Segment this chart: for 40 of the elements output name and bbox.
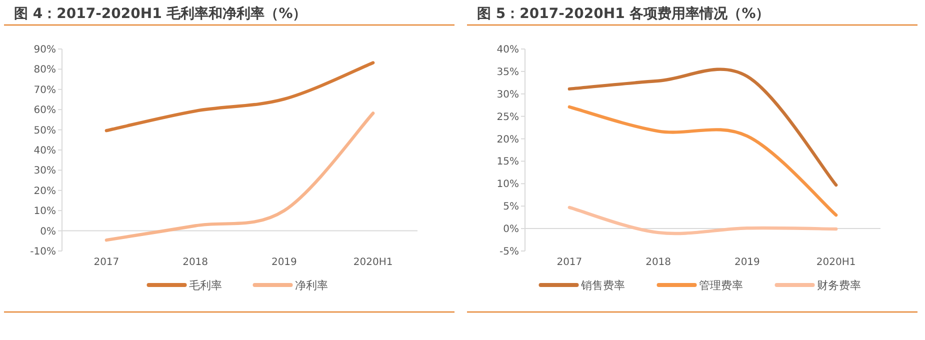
- line-series: [104, 61, 375, 132]
- legend-label: 销售费率: [579, 279, 624, 292]
- y-tick-label: 60%: [34, 105, 56, 116]
- y-tick-label: 20%: [496, 134, 518, 146]
- y-tick-label: 50%: [34, 125, 56, 136]
- y-tick-label: 70%: [34, 84, 56, 96]
- y-tick-label: 90%: [34, 44, 56, 56]
- legend-label: 净利率: [294, 279, 328, 292]
- y-tick-label: 0%: [502, 224, 518, 236]
- x-tick-label: 2018: [182, 257, 208, 268]
- x-tick-label: 2018: [645, 257, 671, 268]
- x-tick-label: 2017: [556, 257, 582, 268]
- y-tick-label: -10%: [30, 246, 56, 258]
- x-tick-label: 2020H1: [353, 257, 393, 268]
- y-tick-label: 30%: [496, 89, 518, 100]
- x-tick-label: 2019: [271, 257, 297, 268]
- y-tick-label: 0%: [40, 226, 56, 238]
- line-series: [104, 112, 375, 242]
- y-tick-label: 40%: [496, 44, 518, 56]
- y-tick-label: 5%: [502, 202, 518, 213]
- y-tick-label: 15%: [496, 156, 518, 168]
- x-tick-label: 2017: [94, 257, 120, 268]
- y-tick-label: 30%: [34, 166, 56, 177]
- y-tick-label: 40%: [34, 146, 56, 156]
- legend-label: 毛利率: [188, 279, 222, 292]
- legend-label: 管理费率: [698, 279, 742, 292]
- chart-title: 图 5：2017-2020H1 各项费用率情况（%）: [476, 5, 770, 22]
- y-tick-label: 35%: [496, 66, 518, 78]
- line-series: [567, 105, 838, 217]
- y-tick-label: 10%: [496, 179, 518, 190]
- x-tick-label: 2020H1: [816, 257, 856, 268]
- y-tick-label: -5%: [499, 246, 518, 258]
- chart-title: 图 4：2017-2020H1 毛利率和净利率（%）: [14, 5, 307, 22]
- line-series: [567, 206, 838, 236]
- y-tick-label: 10%: [34, 206, 56, 218]
- legend-label: 财务费率: [816, 279, 860, 292]
- y-tick-label: 20%: [34, 186, 56, 197]
- x-tick-label: 2019: [734, 257, 760, 268]
- y-tick-label: 80%: [34, 64, 56, 76]
- y-tick-label: 25%: [496, 112, 518, 123]
